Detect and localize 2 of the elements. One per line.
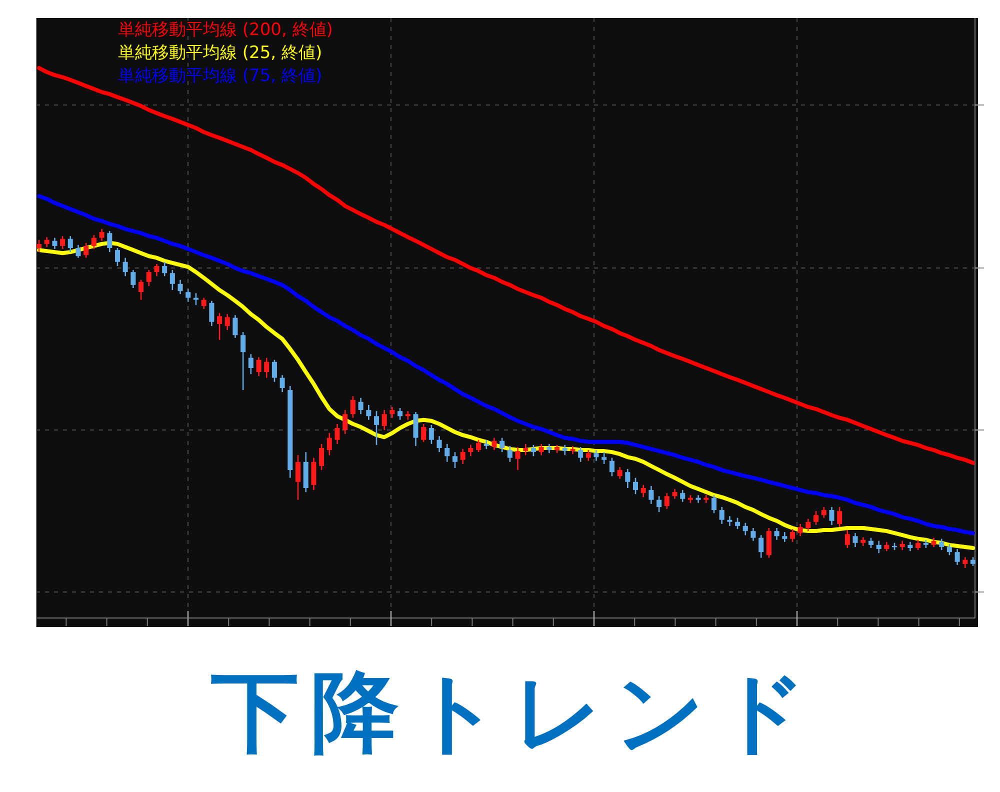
legend: 単純移動平均線 (200, 終値) 単純移動平均線 (25, 終値) 単純移動平均線 (75, 終値) xyxy=(118,20,333,86)
title: 下降トレンド xyxy=(211,660,819,764)
